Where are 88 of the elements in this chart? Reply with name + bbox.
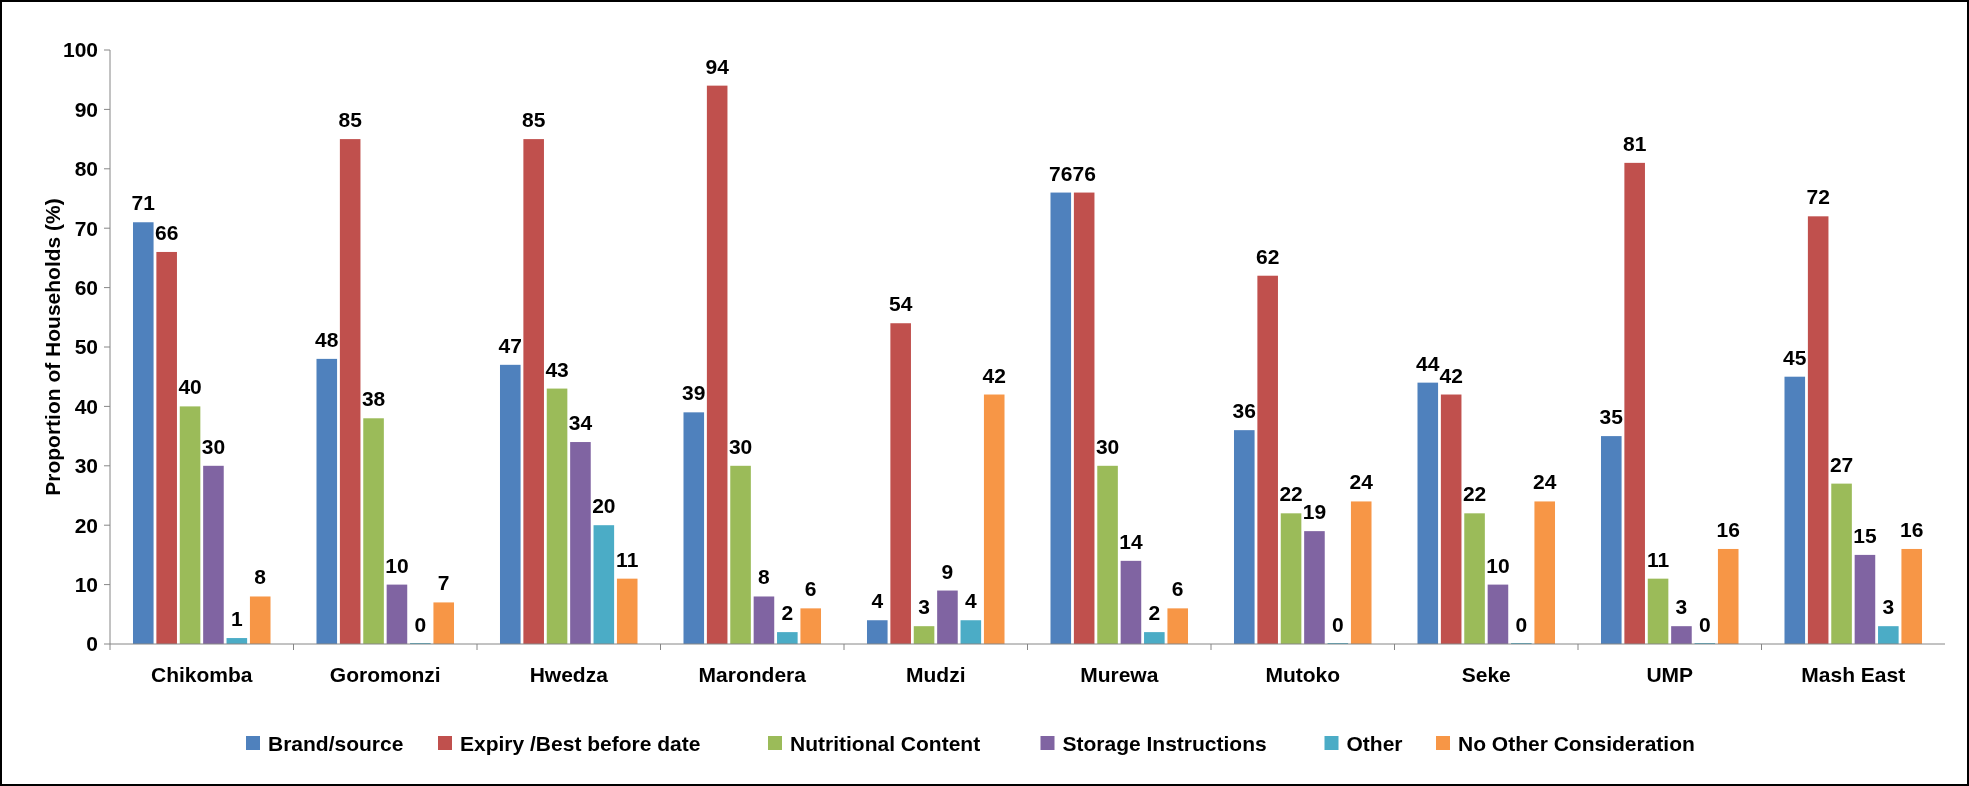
data-label: 15 [1853, 523, 1877, 547]
data-label: 38 [361, 387, 386, 411]
data-label: 66 [154, 220, 179, 244]
data-label: 39 [682, 381, 706, 405]
data-label: 11 [616, 547, 639, 571]
x-tick-label: Hwedza [529, 663, 609, 686]
data-label: 40 [178, 375, 202, 399]
data-label: 94 [705, 54, 730, 78]
legend-label: Expiry /Best before date [460, 732, 701, 756]
y-tick-label: 40 [74, 394, 98, 418]
data-label: 42 [982, 363, 1006, 387]
y-tick-label: 30 [74, 454, 98, 478]
data-label: 3 [1675, 595, 1688, 619]
data-label: 24 [1533, 470, 1557, 494]
data-label: 48 [315, 327, 339, 351]
y-tick-label: 100 [62, 38, 98, 62]
data-label: 20 [592, 494, 616, 518]
x-tick-label: Goromonzi [329, 663, 441, 686]
data-label: 4 [871, 589, 884, 613]
x-tick-label: Chikomba [150, 663, 253, 686]
data-label: 36 [1232, 399, 1256, 423]
y-tick-label: 80 [74, 157, 98, 181]
data-label: 4 [964, 589, 977, 613]
data-label: 0 [414, 613, 427, 636]
data-label: 22 [1279, 482, 1303, 506]
data-label: 44 [1416, 351, 1440, 375]
data-label: 2 [781, 601, 794, 625]
data-label: 54 [888, 292, 913, 316]
data-label: 27 [1829, 452, 1854, 476]
data-label: 11 [1646, 547, 1670, 571]
legend-label: Other [1346, 732, 1403, 756]
data-label: 16 [1716, 517, 1740, 541]
data-label: 0 [1698, 613, 1711, 636]
data-label: 0 [1331, 613, 1344, 636]
y-tick-label: 60 [74, 275, 98, 299]
y-tick-label: 10 [74, 572, 98, 596]
data-label: 47 [498, 333, 522, 357]
y-tick-label: 70 [74, 216, 98, 240]
data-label: 34 [568, 411, 593, 435]
data-label: 85 [338, 108, 363, 132]
y-tick-label: 0 [86, 632, 98, 656]
data-label: 8 [758, 565, 771, 589]
data-label: 0 [1515, 613, 1528, 636]
data-label: 72 [1806, 185, 1830, 209]
data-label: 43 [545, 357, 569, 381]
y-tick-label: 90 [74, 97, 98, 121]
data-label: 6 [1171, 577, 1184, 601]
data-label: 14 [1119, 529, 1143, 553]
data-label: 42 [1439, 363, 1463, 387]
data-label: 10 [385, 553, 409, 577]
x-tick-label: Mutoko [1265, 663, 1341, 686]
data-label: 1 [230, 607, 243, 631]
legend-label: No Other Consideration [1458, 732, 1695, 756]
data-label: 3 [1882, 595, 1895, 619]
data-label: 8 [254, 565, 267, 589]
data-label: 62 [1255, 244, 1280, 268]
data-label: 3 [918, 595, 930, 619]
data-label: 22 [1462, 482, 1487, 506]
data-label: 30 [201, 434, 226, 458]
legend-label: Brand/source [268, 732, 404, 756]
data-label: 30 [728, 434, 753, 458]
x-tick-label: Marondera [698, 663, 807, 686]
data-label: 9 [941, 559, 954, 583]
legend-label: Storage Instructions [1062, 732, 1267, 756]
y-tick-label: 20 [74, 513, 98, 537]
y-axis-title: Proportion of Households (%) [41, 198, 64, 496]
data-label: 85 [521, 108, 546, 132]
data-label: 16 [1900, 517, 1924, 541]
data-label: 76 [1049, 161, 1073, 185]
x-tick-label: Seke [1461, 663, 1511, 686]
x-tick-label: UMP [1646, 663, 1694, 686]
x-tick-label: Mash East [1801, 663, 1906, 686]
data-label: 45 [1783, 345, 1807, 369]
legend-label: Nutritional Content [790, 732, 981, 756]
y-tick-label: 50 [74, 335, 98, 359]
data-label: 2 [1148, 601, 1161, 625]
x-tick-label: Mudzi [906, 663, 966, 686]
data-label: 24 [1349, 470, 1374, 494]
data-label: 7 [437, 571, 450, 595]
data-label: 30 [1095, 434, 1120, 458]
x-tick-label: Murewa [1080, 663, 1159, 686]
data-label: 19 [1302, 500, 1327, 524]
data-label: 10 [1486, 553, 1510, 577]
data-label: 81 [1622, 131, 1647, 155]
data-label: 6 [804, 577, 817, 601]
data-label: 76 [1072, 161, 1096, 185]
data-label: 35 [1599, 405, 1624, 429]
data-label: 71 [131, 191, 156, 215]
